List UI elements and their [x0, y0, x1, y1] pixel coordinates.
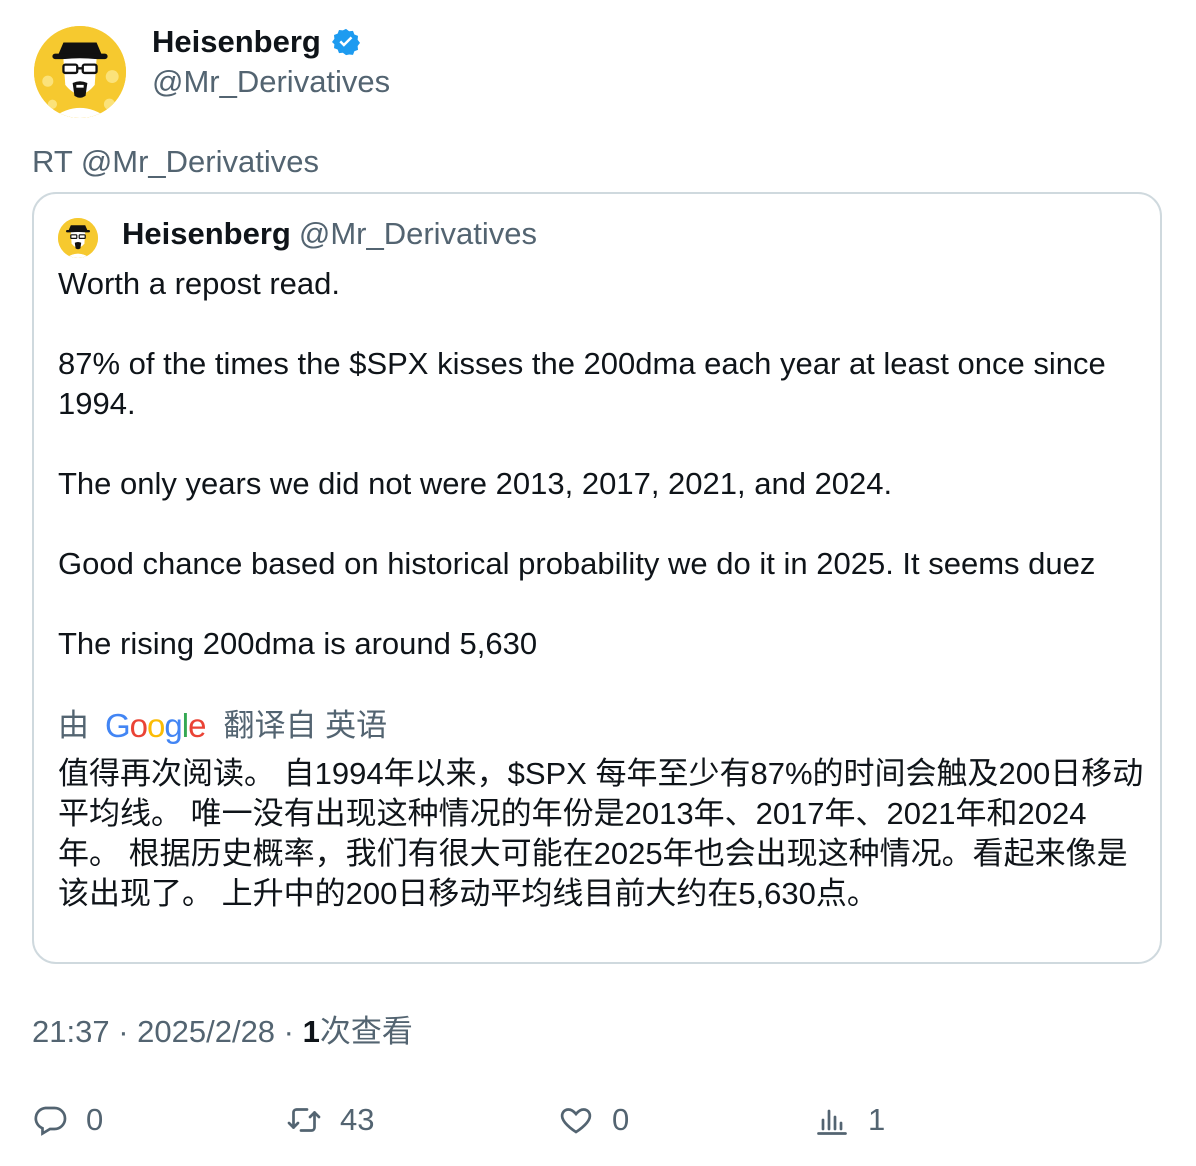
translate-from-label: 翻译自 英语 [223, 708, 388, 743]
quoted-author-avatar[interactable] [58, 218, 98, 258]
reply-button[interactable]: 0 [32, 1100, 103, 1140]
verified-badge-icon [331, 27, 361, 57]
quoted-tweet-card[interactable] [32, 192, 1162, 964]
quote-paragraph: Good chance based on historical probabil… [58, 546, 1096, 581]
meta-separator: · [275, 1014, 303, 1049]
author-handle[interactable]: @Mr_Derivatives [152, 64, 391, 99]
like-count: 0 [612, 1102, 630, 1137]
quote-paragraph: Worth a repost read. [58, 266, 341, 301]
meta-separator: · [109, 1014, 138, 1049]
reply-count: 0 [86, 1102, 104, 1137]
quoted-tweet-text: Worth a repost read. 87% of the times th… [58, 264, 1148, 704]
like-button[interactable]: 0 [558, 1100, 629, 1140]
quoted-author[interactable]: Heisenberg @Mr_Derivatives [122, 214, 537, 254]
reply-icon [32, 1102, 68, 1138]
author-name-text: Heisenberg [152, 24, 321, 59]
retweet-text: RT @Mr_Derivatives [32, 144, 319, 179]
quote-paragraph: 87% of the times the $SPX kisses the 200… [58, 346, 1106, 421]
heisenberg-avatar-icon [34, 26, 126, 118]
views-count-action: 1 [868, 1102, 886, 1137]
author-name[interactable]: Heisenberg [152, 22, 361, 62]
heart-icon [558, 1102, 594, 1138]
retweet-count: 43 [340, 1102, 375, 1137]
views-button[interactable]: 1 [814, 1100, 885, 1140]
quoted-author-name: Heisenberg [122, 216, 291, 251]
quote-paragraph: The only years we did not were 2013, 201… [58, 466, 893, 501]
quote-paragraph: The rising 200dma is around 5,630 [58, 626, 538, 661]
analytics-icon [814, 1102, 850, 1138]
quoted-author-handle: @Mr_Derivatives [298, 216, 538, 251]
retweet-icon [286, 1102, 322, 1138]
tweet-meta: 21:37 · 2025/2/28 · 1次查看 [32, 1012, 413, 1052]
translated-text: 值得再次阅读。 自1994年以来，$SPX 每年至少有87%的时间会触及200日… [58, 756, 1144, 911]
author-avatar[interactable] [34, 26, 126, 118]
retweet-button[interactable]: 43 [286, 1100, 374, 1140]
tweet-time[interactable]: 21:37 [32, 1014, 110, 1049]
heisenberg-avatar-icon [58, 218, 98, 258]
views-label: 次查看 [319, 1014, 413, 1049]
tweet-date[interactable]: 2025/2/28 [137, 1014, 276, 1049]
translation-attribution: 由 Google 翻译自 英语 [58, 706, 387, 746]
views-count: 1 [302, 1014, 320, 1049]
google-logo: Google [105, 707, 206, 744]
translate-by-label: 由 [58, 708, 89, 743]
